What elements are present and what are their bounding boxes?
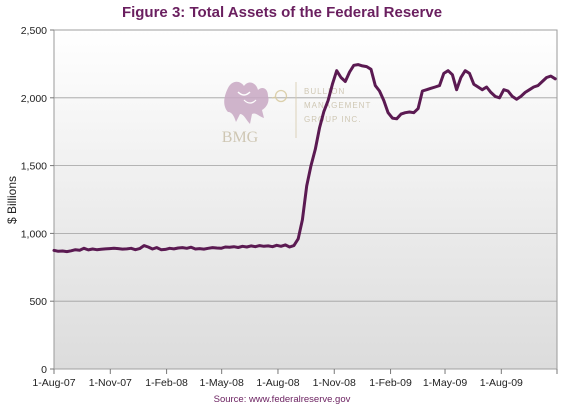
y-tick-label: 1,500: [21, 161, 47, 173]
watermark-line2: MANAGEMENT: [304, 101, 371, 110]
x-tick-label: 1-May-08: [199, 377, 244, 389]
watermark-brand: BMG: [222, 129, 259, 146]
y-tick-label: 2,500: [21, 25, 47, 37]
chart-title: Figure 3: Total Assets of the Federal Re…: [121, 4, 443, 21]
y-axis-label: $ Billions: [5, 176, 19, 224]
gridlines: [54, 29, 557, 370]
x-tick-label: 1-Nov-08: [313, 377, 356, 389]
series-layer: [52, 63, 557, 254]
y-tick-label: 500: [29, 296, 47, 308]
watermark-logo: BMG BULLION MANAGEMENT GROUP INC.: [222, 81, 371, 146]
y-tick-label: 1,000: [21, 228, 47, 240]
watermark-line3: GROUP INC.: [304, 115, 361, 124]
y-axis-ticks: 0 500 1,000 1,500 2,000 2,500: [21, 25, 54, 376]
x-tick-label: 1-Nov-07: [89, 377, 132, 389]
x-tick-label: 1-May-09: [423, 377, 468, 389]
x-tick-label: 1-Feb-09: [369, 377, 412, 389]
source-note: Source: www.federalreserve.gov: [213, 394, 351, 405]
x-tick-label: 1-Aug-07: [32, 377, 75, 389]
watermark-line1: BULLION: [304, 87, 345, 96]
griffin-icon: [224, 81, 288, 124]
x-tick-label: 1-Aug-08: [256, 377, 299, 389]
series-line-total-assets: [52, 63, 557, 254]
y-tick-label: 0: [41, 364, 47, 376]
x-tick-label: 1-Feb-08: [145, 377, 188, 389]
x-tick-label: 1-Aug-09: [480, 377, 523, 389]
y-tick-label: 2,000: [21, 93, 47, 105]
x-axis-ticks: 1-Aug-07 1-Nov-07 1-Feb-08 1-May-08 1-Aug-08…: [32, 369, 558, 389]
